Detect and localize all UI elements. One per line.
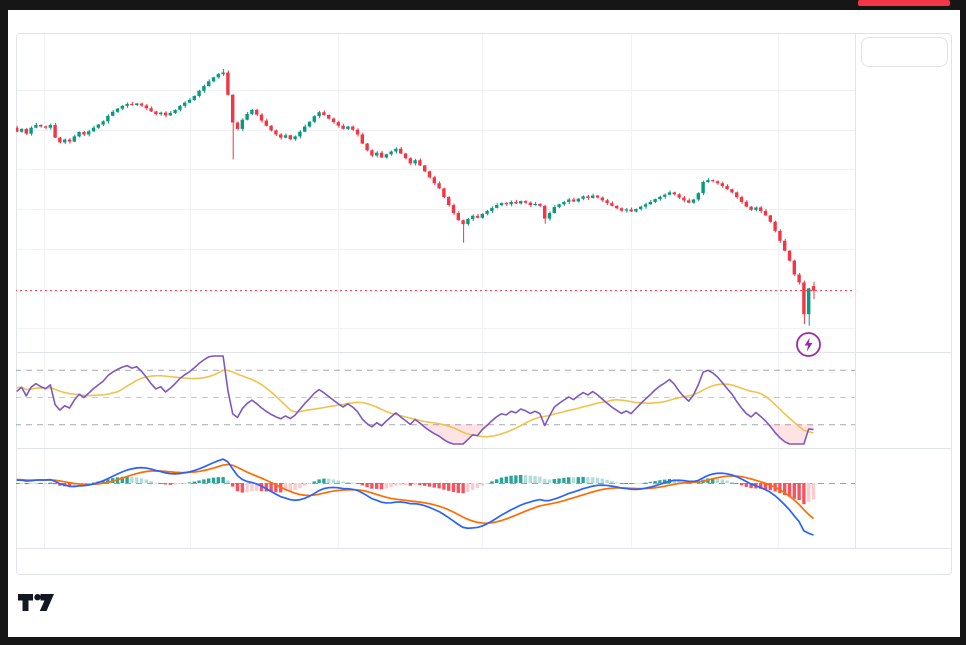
current-price-badge [858, 0, 950, 6]
tradingview-logo-icon [18, 594, 54, 611]
flash-event-icon[interactable] [795, 331, 822, 358]
tradingview-logo[interactable] [18, 594, 63, 616]
currency-toggle-button[interactable] [861, 37, 948, 67]
chart-canvas[interactable] [16, 33, 952, 575]
